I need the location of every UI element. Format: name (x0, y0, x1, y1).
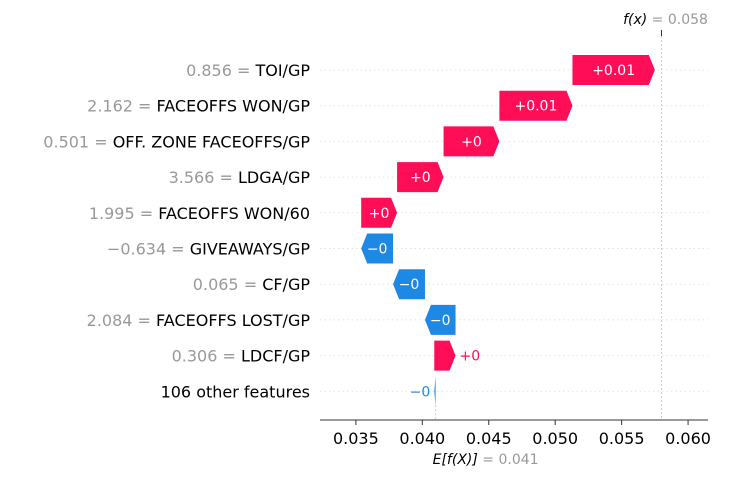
feature-name: LDCF/GP (241, 347, 310, 366)
feature-value: 2.162 = (87, 97, 156, 116)
feature-name: GIVEAWAYS/GP (190, 240, 311, 259)
feature-value: 1.995 = (89, 204, 158, 223)
feature-label: 1.995 = FACEOFFS WON/60 (89, 204, 310, 223)
feature-name: LDGA/GP (238, 168, 310, 187)
feature-label: 2.084 = FACEOFFS LOST/GP (87, 311, 311, 330)
feature-value: −0.634 = (107, 240, 190, 259)
output-label: f(x) (623, 12, 652, 28)
x-tick-label: 0.045 (466, 429, 512, 448)
feature-value: 0.065 = (193, 275, 262, 294)
feature-label: −0.634 = GIVEAWAYS/GP (107, 240, 310, 259)
positive-contribution-bar (434, 340, 456, 371)
base-value-text: = 0.041 (482, 452, 538, 468)
negative-contribution-bar (361, 233, 394, 264)
positive-contribution-bar (397, 162, 444, 193)
bar-value-label: −0 (399, 277, 420, 293)
base-label: E[f(X)] (433, 452, 483, 468)
feature-label: 3.566 = LDGA/GP (169, 168, 311, 187)
feature-label: 2.162 = FACEOFFS WON/GP (87, 97, 310, 116)
output-value-text: = 0.058 (652, 12, 708, 28)
positive-contribution-bar (443, 126, 500, 157)
bar-value-label: +0.01 (592, 63, 635, 79)
negative-contribution-bar (424, 304, 456, 335)
feature-label: 0.501 = OFF. ZONE FACEOFFS/GP (43, 132, 310, 151)
positive-contribution-bar (572, 55, 655, 85)
feature-value: 0.306 = (172, 347, 241, 366)
feature-name: FACEOFFS WON/60 (158, 204, 310, 223)
x-tick-label: 0.050 (532, 429, 578, 448)
bar-value-label: +0 (410, 170, 431, 186)
positive-contribution-bar (361, 197, 398, 228)
feature-name: OFF. ZONE FACEOFFS/GP (113, 132, 311, 151)
feature-label: 0.856 = TOI/GP (186, 61, 310, 80)
bar-value-label: −0 (367, 242, 388, 258)
output-value-annotation: f(x) = 0.058 (623, 12, 708, 28)
x-tick-label: 0.060 (665, 429, 711, 448)
x-tick-label: 0.055 (599, 429, 645, 448)
bar-value-label: +0 (369, 206, 390, 222)
bar-value-label: +0 (461, 134, 482, 150)
x-tick-label: 0.040 (399, 429, 445, 448)
bar-value-label: −0 (430, 313, 451, 329)
negative-contribution-bar (393, 269, 425, 300)
bar-value-label: +0.01 (514, 99, 557, 115)
feature-name: FACEOFFS WON/GP (157, 97, 311, 116)
x-tick-label: 0.035 (333, 429, 379, 448)
feature-value: 3.566 = (169, 168, 238, 187)
bar-value-label: +0 (460, 349, 481, 365)
feature-name: CF/GP (262, 275, 310, 294)
feature-name: FACEOFFS LOST/GP (156, 311, 310, 330)
feature-label: 106 other features (161, 382, 310, 401)
feature-value: 0.856 = (186, 61, 255, 80)
feature-value: 2.084 = (87, 311, 156, 330)
base-value-annotation: E[f(X)] = 0.041 (433, 452, 539, 468)
feature-label: 0.306 = LDCF/GP (172, 347, 311, 366)
negative-contribution-bar (434, 376, 436, 407)
feature-name: TOI/GP (254, 61, 310, 80)
bar-value-label: −0 (410, 384, 431, 400)
feature-value: 0.501 = (43, 132, 112, 151)
feature-label: 0.065 = CF/GP (193, 275, 311, 294)
feature-name: 106 other features (161, 382, 310, 401)
positive-contribution-bar (499, 90, 573, 121)
